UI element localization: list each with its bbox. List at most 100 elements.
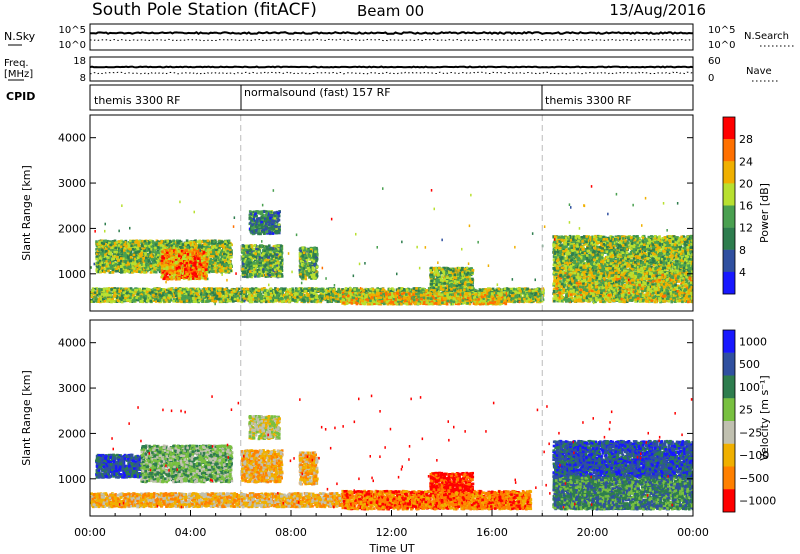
echo-cell (170, 272, 174, 275)
echo-cell (120, 268, 123, 271)
echo-cell (142, 264, 146, 267)
echo-cell (105, 251, 108, 255)
echo-cell (222, 246, 226, 249)
echo-cell (126, 249, 130, 253)
echo-cell (258, 270, 261, 274)
echo-cell (268, 244, 271, 247)
echo-cell (97, 270, 100, 274)
echo-cell (123, 270, 127, 274)
echo-cell (255, 214, 258, 218)
echo-cell (178, 277, 181, 280)
echo-cell (254, 225, 258, 228)
echo-cell (248, 270, 252, 273)
echo-cell (256, 222, 259, 225)
echo-cell (206, 245, 209, 249)
echo-cell (260, 211, 264, 215)
echo-cell (195, 250, 198, 253)
echo-cell (198, 268, 201, 271)
echo-cell (280, 255, 283, 259)
echo-cell (243, 248, 247, 251)
echo-cell (271, 232, 275, 235)
echo-cell (98, 266, 101, 269)
echo-cell (275, 211, 278, 215)
echo-cell (206, 257, 210, 261)
echo-cell (189, 267, 193, 271)
echo-cell (149, 271, 153, 274)
echo-cell (160, 267, 164, 271)
echo-cell (218, 263, 221, 267)
echo-cell (208, 262, 212, 266)
echo-cell (103, 267, 107, 270)
echo-cell (143, 249, 146, 253)
echo-cell (278, 210, 281, 214)
echo-cell (168, 264, 172, 268)
echo-cell (119, 241, 123, 244)
echo-cell (215, 266, 218, 270)
echo-cell (121, 254, 124, 257)
echo-cell (242, 244, 246, 248)
echo-cell (136, 268, 139, 271)
echo-cell (139, 255, 143, 258)
echo-cell (207, 270, 211, 274)
echo-cell (191, 253, 194, 256)
echo-cell (160, 259, 164, 263)
echo-cell (96, 270, 99, 274)
echo-cell (223, 242, 226, 246)
echo-cell (104, 255, 107, 259)
echo-cell (275, 253, 279, 256)
echo-cell (181, 272, 185, 276)
echo-cell (220, 265, 224, 269)
echo-cell (263, 247, 267, 250)
echo-cell (268, 274, 271, 277)
echo-cell (185, 261, 189, 265)
echo-cell (275, 225, 278, 229)
echo-cell (127, 270, 131, 273)
echo-cell (149, 262, 152, 266)
echo-cell (265, 230, 268, 234)
echo-cell (179, 249, 182, 252)
echo-cell (256, 275, 260, 278)
echo-cell (213, 257, 216, 261)
echo-cell (165, 243, 169, 247)
echo-cell (201, 257, 204, 261)
echo-cell (102, 239, 106, 243)
echo-cell (268, 231, 271, 234)
echo-cell (260, 226, 264, 229)
echo-cell (192, 264, 195, 267)
echo-cell (205, 274, 208, 278)
echo-cell (111, 262, 115, 265)
echo-cell (272, 221, 275, 224)
echo-cell (147, 259, 151, 262)
echo-cell (194, 261, 197, 264)
echo-cell (215, 246, 218, 249)
echo-cell (205, 258, 208, 261)
echo-cell (203, 240, 206, 244)
echo-cell (125, 242, 128, 246)
echo-cell (186, 256, 190, 259)
echo-cell (113, 252, 117, 255)
echo-cell (159, 266, 162, 270)
echo-cell (250, 267, 253, 270)
echo-cell (153, 268, 157, 272)
echo-cell (256, 270, 260, 273)
echo-cell (218, 253, 222, 257)
echo-cell (256, 252, 259, 255)
echo-cell (256, 249, 259, 252)
echo-cell (158, 268, 161, 272)
echo-cell (270, 247, 273, 251)
echo-cell (277, 265, 280, 269)
echo-cell (140, 241, 143, 244)
echo-cell (256, 268, 260, 272)
echo-cell (254, 213, 257, 216)
echo-cell (95, 255, 99, 258)
echo-cell (118, 262, 122, 265)
echo-cell (272, 263, 276, 267)
echo-cell (266, 272, 270, 276)
echo-cell (265, 271, 268, 275)
echo-cell (258, 273, 261, 276)
echo-cell (123, 241, 127, 244)
echo-cell (185, 249, 188, 252)
echo-cell (100, 241, 104, 245)
echo-cell (194, 272, 197, 276)
echo-cell (118, 247, 121, 250)
